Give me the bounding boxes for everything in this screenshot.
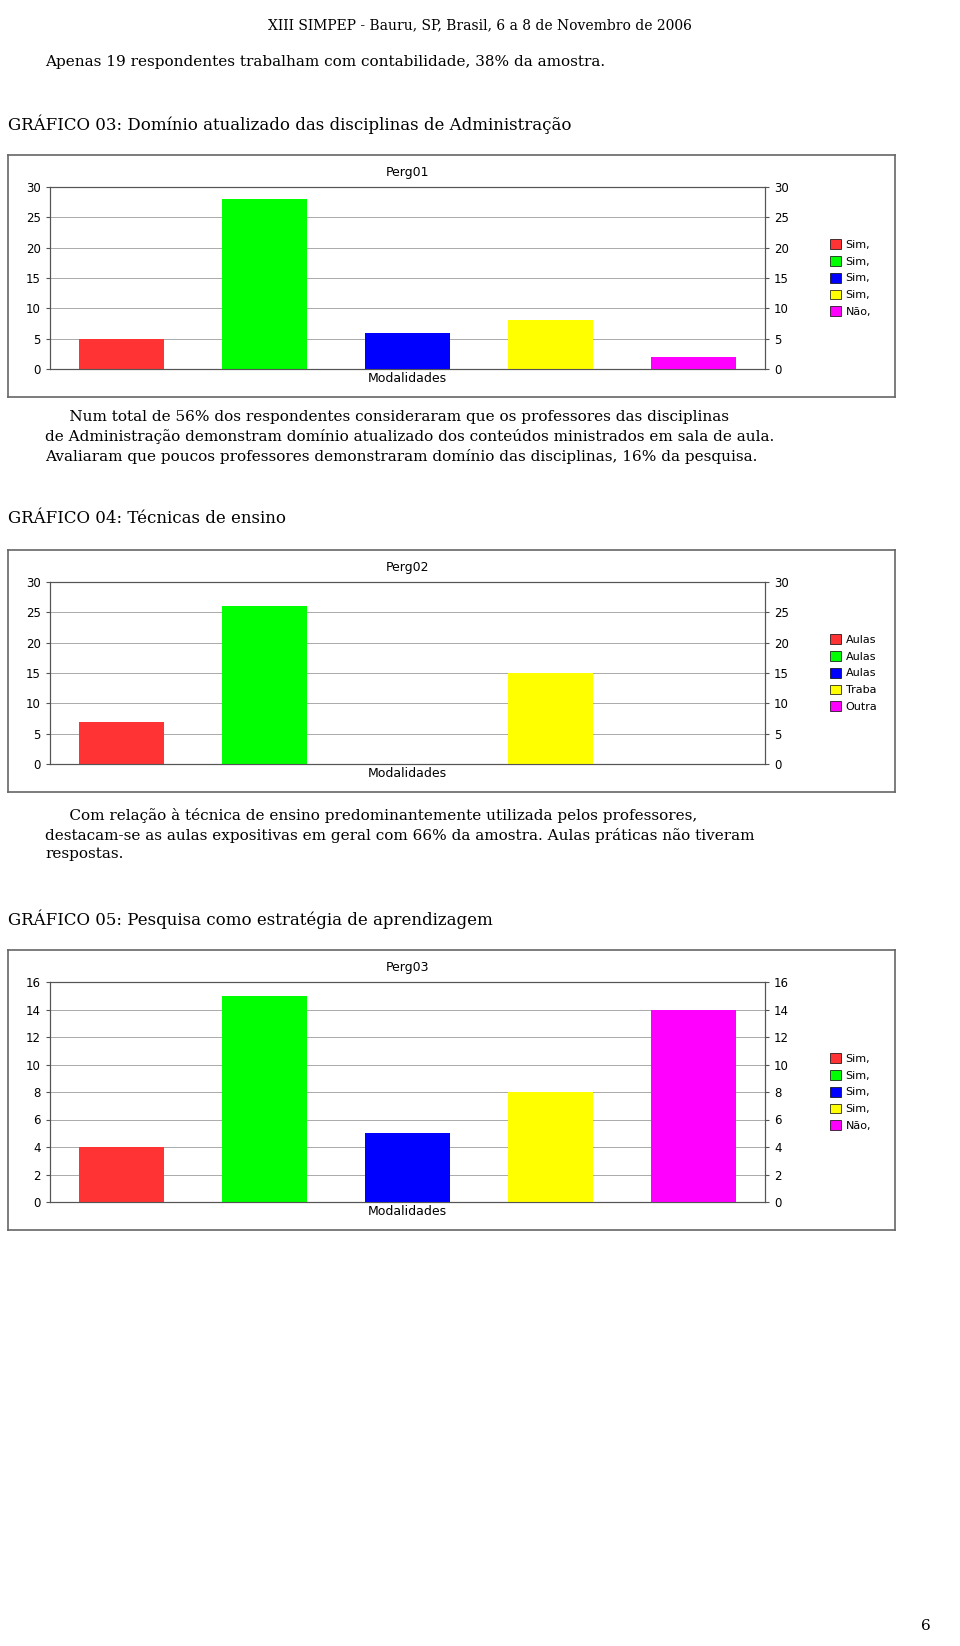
Text: GRÁFICO 03: Domínio atualizado das disciplinas de Administração: GRÁFICO 03: Domínio atualizado das disci… xyxy=(8,115,571,135)
Title: Perg02: Perg02 xyxy=(386,561,429,574)
X-axis label: Modalidades: Modalidades xyxy=(368,1205,447,1218)
Title: Perg03: Perg03 xyxy=(386,961,429,974)
Legend: Aulas, Aulas, Aulas, Traba, Outra: Aulas, Aulas, Aulas, Traba, Outra xyxy=(828,632,879,714)
Text: GRÁFICO 04: Técnicas de ensino: GRÁFICO 04: Técnicas de ensino xyxy=(8,510,286,527)
Bar xyxy=(651,357,736,369)
Bar xyxy=(79,721,164,764)
Bar xyxy=(79,1147,164,1202)
Text: Num total de 56% dos respondentes consideraram que os professores das disciplina: Num total de 56% dos respondentes consid… xyxy=(45,410,775,464)
Legend: Sim,, Sim,, Sim,, Sim,, Não,: Sim,, Sim,, Sim,, Sim,, Não, xyxy=(828,237,874,319)
Title: Perg01: Perg01 xyxy=(386,166,429,179)
Bar xyxy=(508,321,593,369)
X-axis label: Modalidades: Modalidades xyxy=(368,372,447,385)
Text: 6: 6 xyxy=(922,1618,931,1633)
Bar xyxy=(222,606,307,764)
Text: Com relação à técnica de ensino predominantemente utilizada pelos professores,
d: Com relação à técnica de ensino predomin… xyxy=(45,808,755,861)
Bar xyxy=(508,1091,593,1202)
X-axis label: Modalidades: Modalidades xyxy=(368,767,447,780)
Text: GRÁFICO 05: Pesquisa como estratégia de aprendizagem: GRÁFICO 05: Pesquisa como estratégia de … xyxy=(8,910,492,930)
Legend: Sim,, Sim,, Sim,, Sim,, Não,: Sim,, Sim,, Sim,, Sim,, Não, xyxy=(828,1050,874,1134)
Bar xyxy=(365,332,450,369)
Bar xyxy=(508,673,593,764)
Bar xyxy=(365,1132,450,1202)
Text: XIII SIMPEP - Bauru, SP, Brasil, 6 a 8 de Novembro de 2006: XIII SIMPEP - Bauru, SP, Brasil, 6 a 8 d… xyxy=(268,18,692,31)
Bar xyxy=(222,199,307,369)
Bar xyxy=(651,1009,736,1202)
Text: Apenas 19 respondentes trabalham com contabilidade, 38% da amostra.: Apenas 19 respondentes trabalham com con… xyxy=(45,54,605,69)
Bar xyxy=(222,996,307,1202)
Bar xyxy=(79,339,164,369)
